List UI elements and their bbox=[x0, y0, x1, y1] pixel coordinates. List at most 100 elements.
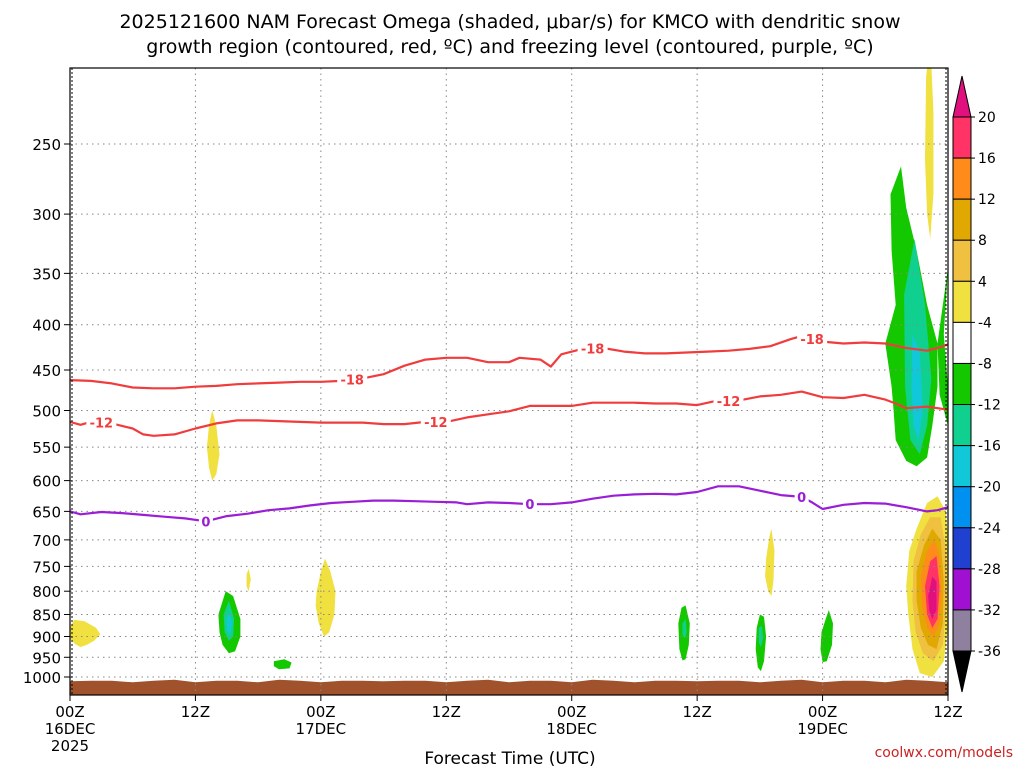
x-tick-label-84-1: 12Z bbox=[933, 703, 962, 721]
y-tick-label-850: 850 bbox=[32, 607, 61, 625]
y-tick-label-550: 550 bbox=[32, 439, 61, 457]
colorbar-label-6: -8 bbox=[978, 356, 992, 372]
ground-layer bbox=[70, 679, 948, 695]
colorbar-label-1: 16 bbox=[978, 151, 996, 167]
isotherm-label-bg-freezing-level-1 bbox=[522, 496, 537, 513]
omega-region-descent-00z-17 bbox=[315, 558, 336, 637]
x-tick-label-24-1: 00Z bbox=[306, 703, 335, 721]
x-tick-label-72-2: 19DEC bbox=[797, 720, 848, 738]
omega-region-ascent-blob-upper-core2 bbox=[911, 334, 923, 441]
x-tick-label-48-2: 18DEC bbox=[546, 720, 597, 738]
colorbar: 20 16 12 8 4 -4 -8 -12 -16 -20 -24 -28 -32 -36 bbox=[952, 75, 1001, 693]
isotherm-contours: -18 -18 -18 -12 -12 -12 0 0 0 bbox=[70, 330, 948, 530]
x-tick-label-72-1: 00Z bbox=[808, 703, 837, 721]
x-axis-label: Forecast Time (UTC) bbox=[424, 749, 595, 768]
colorbar-swatch-11 bbox=[952, 568, 972, 611]
colorbar-label-12: -32 bbox=[978, 603, 1001, 619]
omega-shading-layer bbox=[70, 68, 948, 677]
colorbar-bottom-arrow bbox=[952, 650, 972, 693]
x-tick-label-48-1: 00Z bbox=[557, 703, 586, 721]
y-tick-label-400: 400 bbox=[32, 317, 61, 335]
colorbar-swatch-12 bbox=[952, 609, 972, 652]
colorbar-swatch-0 bbox=[952, 116, 972, 159]
y-tick-label-700: 700 bbox=[32, 532, 61, 550]
x-tick-label-60-1: 12Z bbox=[682, 703, 711, 721]
colorbar-label-5: -4 bbox=[978, 315, 992, 331]
omega-region-descent-left-0 bbox=[70, 619, 101, 647]
omega-region-descent-17z-tiny bbox=[246, 568, 251, 592]
colorbar-label-13: -36 bbox=[978, 644, 1001, 660]
omega-region-ascent-15z-core2 bbox=[226, 612, 232, 635]
chart-title-line1: 2025121600 NAM Forecast Omega (shaded, μ… bbox=[119, 11, 900, 33]
y-tick-label-1000: 1000 bbox=[23, 669, 61, 687]
y-tick-label-350: 350 bbox=[32, 265, 61, 283]
isotherm-label-freezing-level-1: 0 bbox=[525, 498, 534, 513]
y-tick-label-600: 600 bbox=[32, 473, 61, 491]
colorbar-label-11: -28 bbox=[978, 562, 1001, 578]
isotherm-label-dgz-top-1: -18 bbox=[581, 342, 605, 357]
colorbar-label-0: 20 bbox=[978, 110, 996, 126]
colorbar-swatch-9 bbox=[952, 486, 972, 529]
omega-region-ascent-58z-core bbox=[682, 619, 687, 639]
colorbar-swatch-1 bbox=[952, 157, 972, 200]
y-tick-label-950: 950 bbox=[32, 649, 61, 667]
omega-region-ascent-blob-upper-core bbox=[904, 238, 932, 455]
isotherm-label-bg-dgz-bottom-1 bbox=[420, 413, 451, 430]
y-tick-label-800: 800 bbox=[32, 583, 61, 601]
plot-border bbox=[69, 67, 949, 696]
omega-region-descent-big-core bbox=[928, 576, 937, 619]
credit-text: coolwx.com/models bbox=[875, 745, 1013, 761]
isotherm-label-dgz-top-0: -18 bbox=[340, 374, 364, 389]
plot-area bbox=[70, 68, 948, 695]
x-tick-label-0-3: 2025 bbox=[51, 737, 89, 755]
y-axis-ticks: 250 300 350 400 450 500 550 600 650 700 750 800 850 9… bbox=[23, 136, 70, 687]
y-tick-label-250: 250 bbox=[32, 136, 61, 154]
omega-region-ascent-72z bbox=[820, 610, 833, 663]
x-tick-label-12-1: 12Z bbox=[181, 703, 210, 721]
isotherm-label-freezing-level-2: 0 bbox=[797, 491, 806, 506]
chart-title-line2: growth region (contoured, red, ºC) and f… bbox=[146, 36, 873, 58]
plot-background bbox=[70, 68, 948, 695]
x-tick-label-0-2: 16DEC bbox=[45, 720, 96, 738]
plot-frame bbox=[69, 67, 949, 696]
isotherm-label-bg-freezing-level-2 bbox=[794, 488, 809, 505]
isotherm-label-dgz-bottom-0: -12 bbox=[90, 417, 114, 432]
isotherm-label-dgz-bottom-1: -12 bbox=[424, 416, 448, 431]
isotherm-label-bg-dgz-top-0 bbox=[337, 371, 368, 388]
colorbar-label-10: -24 bbox=[978, 521, 1001, 537]
y-tick-label-450: 450 bbox=[32, 362, 61, 380]
colorbar-label-4: 4 bbox=[978, 274, 987, 290]
colorbar-swatch-7 bbox=[952, 404, 972, 447]
isotherm-label-bg-freezing-level-0 bbox=[198, 513, 213, 530]
colorbar-swatch-8 bbox=[952, 445, 972, 488]
ground-surface bbox=[70, 679, 948, 695]
colorbar-top-arrow bbox=[952, 75, 972, 118]
colorbar-label-9: -20 bbox=[978, 480, 1001, 496]
y-tick-label-750: 750 bbox=[32, 558, 61, 576]
omega-region-ascent-66z-core bbox=[758, 625, 763, 647]
isotherm-label-freezing-level-0: 0 bbox=[201, 515, 210, 530]
isotherm-label-bg-dgz-top-1 bbox=[577, 340, 608, 357]
isotherm-freezing-level bbox=[70, 485, 948, 523]
isotherm-label-bg-dgz-bottom-0 bbox=[86, 414, 117, 431]
isotherm-label-dgz-top-2: -18 bbox=[800, 333, 824, 348]
x-tick-label-36-1: 12Z bbox=[432, 703, 461, 721]
colorbar-label-7: -12 bbox=[978, 398, 1001, 414]
colorbar-label-8: -16 bbox=[978, 439, 1001, 455]
colorbar-swatch-4 bbox=[952, 280, 972, 323]
y-tick-label-900: 900 bbox=[32, 628, 61, 646]
isotherm-dgz-bottom bbox=[70, 390, 948, 437]
y-tick-label-650: 650 bbox=[32, 503, 61, 521]
colorbar-swatch-3 bbox=[952, 239, 972, 282]
colorbar-swatch-10 bbox=[952, 527, 972, 570]
colorbar-swatch-5 bbox=[952, 321, 972, 364]
isotherm-label-bg-dgz-top-2 bbox=[797, 330, 828, 347]
x-tick-label-24-2: 17DEC bbox=[296, 720, 347, 738]
colorbar-swatch-2 bbox=[952, 198, 972, 241]
isotherm-label-bg-dgz-bottom-2 bbox=[713, 393, 744, 410]
omega-region-descent-top-streak bbox=[925, 68, 934, 239]
omega-region-ascent-20z-small bbox=[273, 659, 292, 670]
colorbar-label-3: 8 bbox=[978, 233, 987, 249]
